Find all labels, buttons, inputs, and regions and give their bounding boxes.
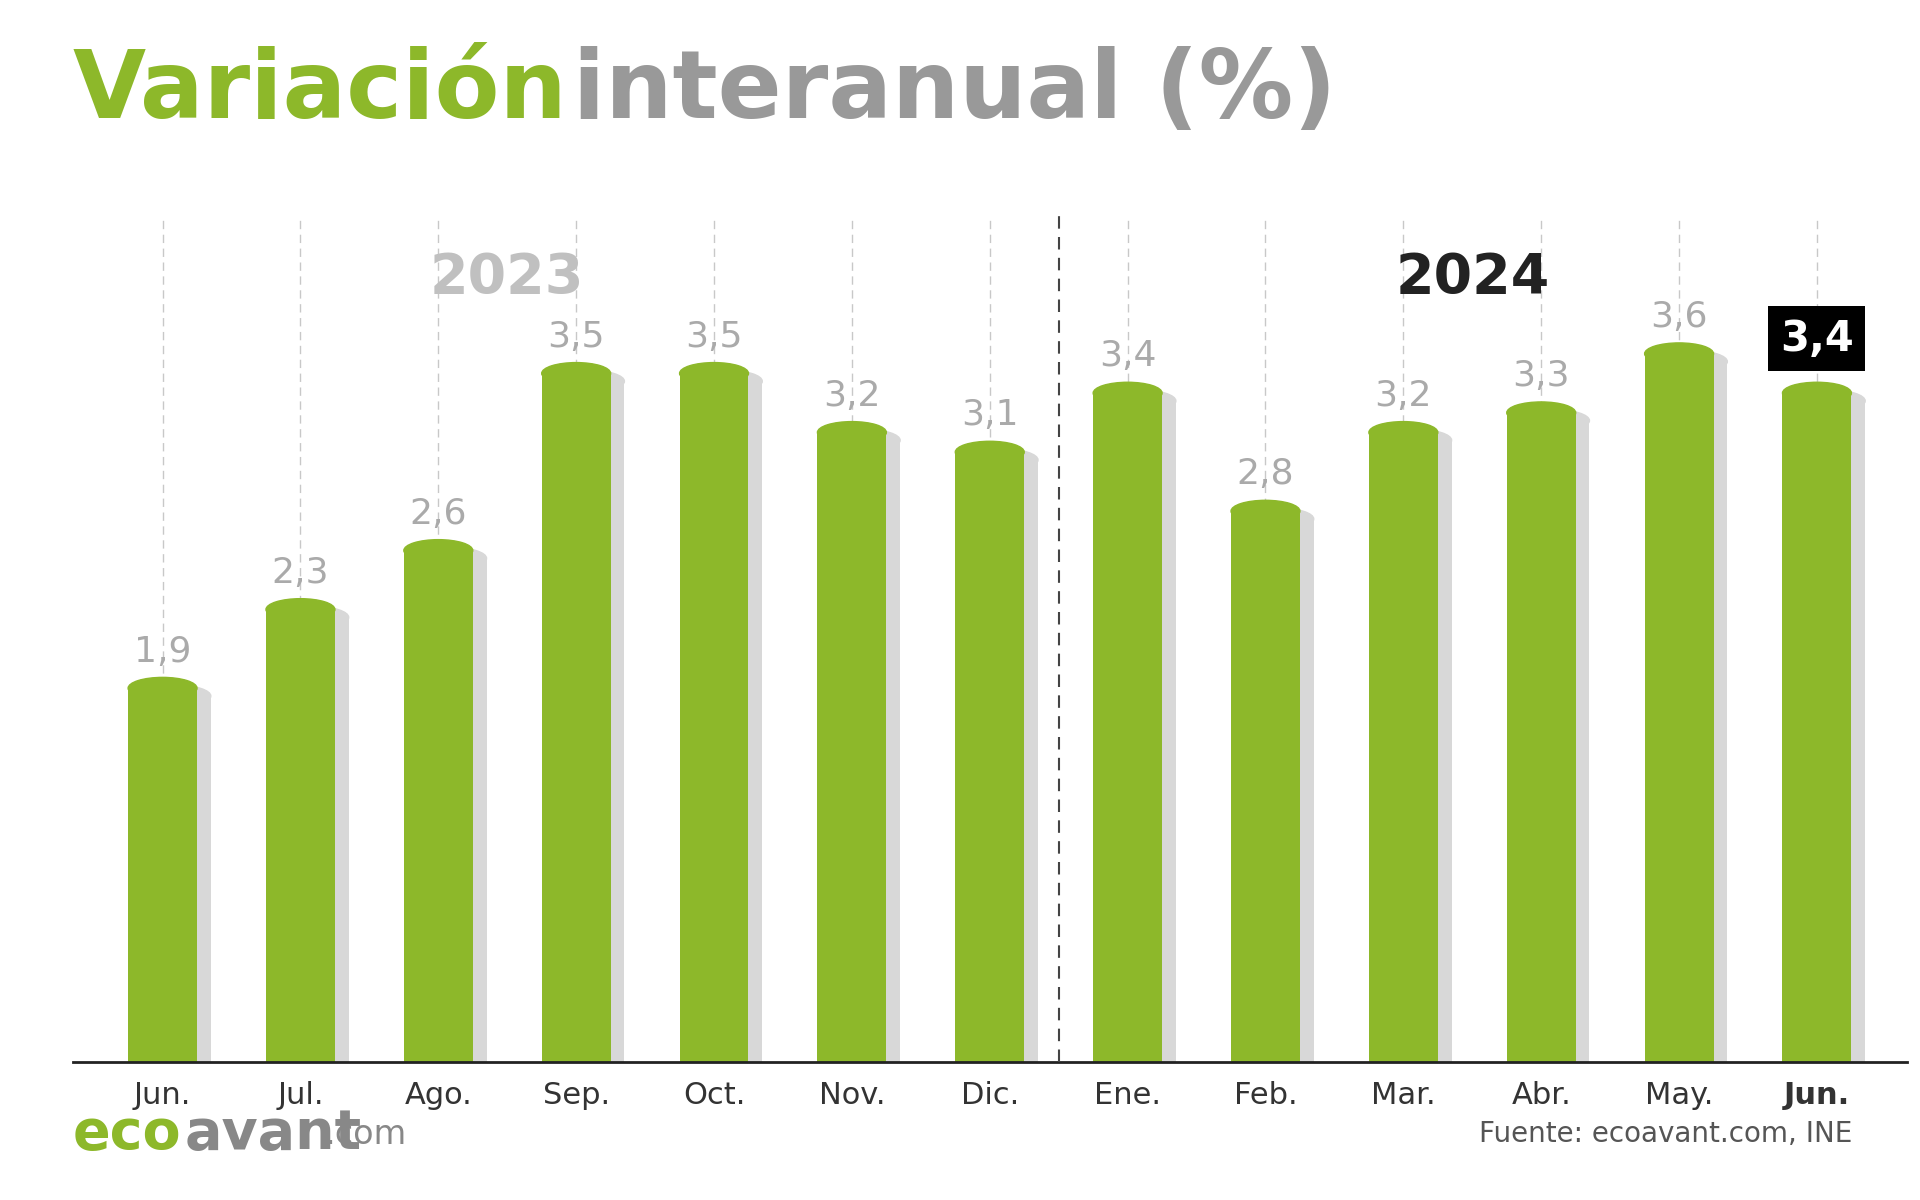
Text: 3,1: 3,1	[962, 398, 1018, 432]
Ellipse shape	[1231, 500, 1300, 522]
Ellipse shape	[1108, 390, 1175, 412]
Ellipse shape	[419, 547, 486, 569]
Ellipse shape	[1092, 383, 1162, 404]
Bar	[1092, 394, 1162, 1062]
Bar	[555, 382, 624, 1062]
Text: 3,4: 3,4	[1780, 318, 1855, 360]
Text: Variación: Variación	[73, 46, 568, 138]
Ellipse shape	[956, 442, 1023, 463]
Ellipse shape	[818, 421, 887, 443]
Bar	[419, 558, 486, 1062]
Text: 2023: 2023	[430, 251, 584, 305]
Text: 3,2: 3,2	[1375, 379, 1432, 413]
Bar	[818, 432, 887, 1062]
Text: avant: avant	[184, 1106, 361, 1162]
Ellipse shape	[403, 540, 472, 562]
Ellipse shape	[1369, 421, 1438, 443]
Bar	[956, 452, 1023, 1062]
Ellipse shape	[1382, 430, 1452, 451]
Ellipse shape	[142, 685, 211, 707]
Ellipse shape	[1797, 390, 1864, 412]
Ellipse shape	[1782, 383, 1851, 404]
Text: Fuente: ecoavant.com, INE: Fuente: ecoavant.com, INE	[1480, 1120, 1853, 1148]
Bar	[1659, 361, 1728, 1062]
Bar	[129, 688, 198, 1062]
Bar	[541, 373, 611, 1062]
Text: 2024: 2024	[1396, 251, 1549, 305]
Bar	[1382, 440, 1452, 1062]
Ellipse shape	[129, 677, 198, 700]
Bar	[693, 382, 762, 1062]
Ellipse shape	[1507, 402, 1576, 424]
Bar	[1782, 394, 1851, 1062]
Bar	[403, 551, 472, 1062]
Bar	[267, 610, 334, 1062]
Text: interanual (%): interanual (%)	[540, 46, 1336, 138]
Text: 2,8: 2,8	[1236, 457, 1294, 492]
Bar	[1521, 421, 1590, 1062]
Bar	[680, 373, 749, 1062]
Text: 3,5: 3,5	[547, 319, 605, 354]
Ellipse shape	[1645, 343, 1713, 365]
Text: 3,5: 3,5	[685, 319, 743, 354]
Bar	[831, 440, 900, 1062]
Text: 3,6: 3,6	[1651, 300, 1707, 334]
Text: .com: .com	[324, 1117, 407, 1151]
Text: 3,2: 3,2	[824, 379, 881, 413]
Ellipse shape	[970, 449, 1039, 470]
Text: eco: eco	[73, 1106, 182, 1162]
Bar	[1507, 413, 1576, 1062]
Text: 2,6: 2,6	[409, 497, 467, 530]
Text: 1,9: 1,9	[134, 635, 192, 668]
Ellipse shape	[555, 371, 624, 392]
Bar	[1244, 518, 1313, 1062]
Ellipse shape	[280, 606, 349, 628]
Bar	[1797, 401, 1864, 1062]
Text: 2,3: 2,3	[273, 556, 328, 590]
Ellipse shape	[1659, 350, 1728, 372]
Text: 3,4: 3,4	[1098, 340, 1156, 373]
Bar	[280, 617, 349, 1062]
Bar	[1108, 401, 1175, 1062]
Bar	[1645, 354, 1713, 1062]
Ellipse shape	[831, 430, 900, 451]
Bar	[142, 696, 211, 1062]
Ellipse shape	[1521, 409, 1590, 432]
Text: 3,3: 3,3	[1513, 359, 1571, 394]
Ellipse shape	[541, 362, 611, 384]
Ellipse shape	[693, 371, 762, 392]
Ellipse shape	[267, 599, 334, 620]
Bar	[1369, 432, 1438, 1062]
Bar	[1231, 511, 1300, 1062]
Ellipse shape	[1244, 508, 1313, 530]
Ellipse shape	[680, 362, 749, 384]
Bar	[970, 460, 1039, 1062]
